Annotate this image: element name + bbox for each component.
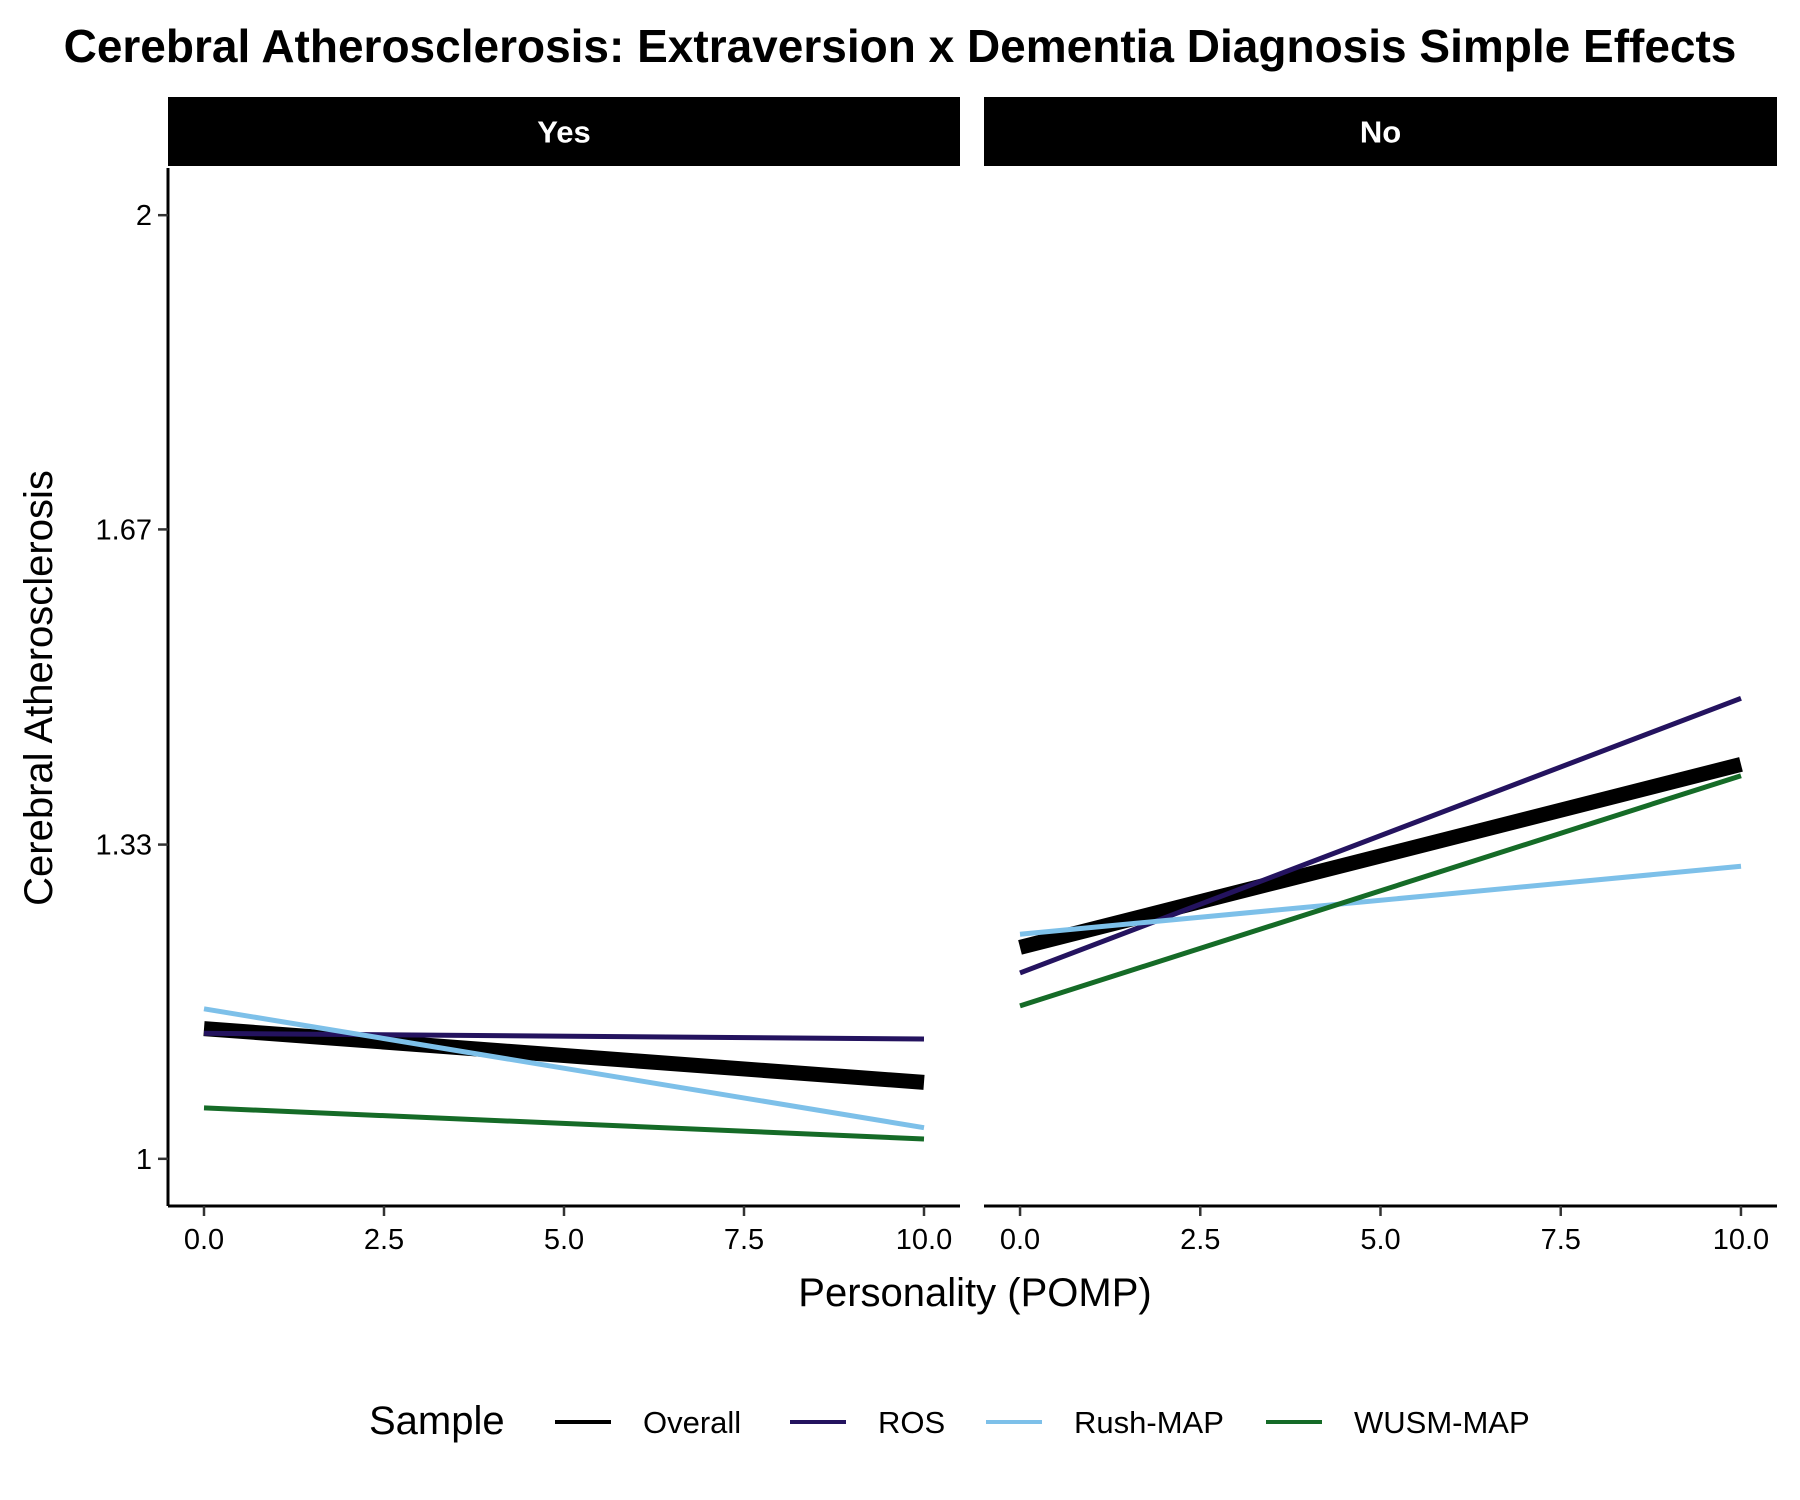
legend: Sample Overall ROS Rush-MAP WUSM-MAP (369, 1399, 1530, 1443)
panel-no: No 0.0 2.5 5.0 7.5 10.0 (984, 97, 1777, 1256)
legend-label-ros: ROS (878, 1405, 945, 1440)
legend-item-wusm-map: WUSM-MAP (1266, 1405, 1530, 1440)
strip-label: Yes (537, 115, 590, 150)
series-line-ros-no (1019, 695, 1742, 976)
x-tick-label: 7.5 (1541, 1224, 1581, 1256)
x-tick-label: 5.0 (1360, 1224, 1400, 1256)
y-tick-label: 1 (136, 1144, 152, 1176)
y-axis-title: Cerebral Atherosclerosis (17, 470, 61, 906)
x-axis-title: Personality (POMP) (798, 1271, 1151, 1315)
x-tick-label: 10.0 (896, 1224, 952, 1256)
series-line-overall-no (1018, 757, 1743, 955)
legend-label-rush-map: Rush-MAP (1074, 1405, 1224, 1440)
x-tick-label: 5.0 (544, 1224, 584, 1256)
series-line-rush-map-no (1019, 863, 1742, 937)
chart-title: Cerebral Atherosclerosis: Extraversion x… (64, 20, 1737, 72)
panel-yes: Yes 0.0 2.5 5.0 7.5 10.0 1 1.33 1.67 2 (96, 97, 960, 1256)
facet-panels: Yes 0.0 2.5 5.0 7.5 10.0 1 1.33 1.67 2 No 0.0 2.5 5.0… (96, 97, 1777, 1256)
x-tick-label: 2.5 (364, 1224, 404, 1256)
series-line-wusm-map-no (1019, 773, 1742, 1009)
y-tick-label: 1.33 (96, 830, 152, 862)
strip-yes (168, 97, 960, 166)
x-tick-label: 0.0 (1000, 1224, 1040, 1256)
x-tick-label: 10.0 (1713, 1224, 1769, 1256)
legend-item-rush-map: Rush-MAP (986, 1405, 1224, 1440)
legend-label-overall: Overall (643, 1405, 741, 1440)
legend-title: Sample (369, 1399, 505, 1443)
legend-item-overall: Overall (555, 1405, 741, 1440)
series-line-overall-yes (203, 1021, 925, 1090)
x-tick-label: 7.5 (724, 1224, 764, 1256)
strip-label: No (1360, 115, 1401, 150)
legend-items: Overall ROS Rush-MAP WUSM-MAP (555, 1405, 1530, 1440)
y-tick-label: 1.67 (96, 514, 152, 546)
x-tick-label: 2.5 (1180, 1224, 1220, 1256)
legend-item-ros: ROS (790, 1405, 945, 1440)
series-line-ros-yes (203, 1030, 925, 1042)
strip-no (984, 97, 1777, 166)
x-tick-label: 0.0 (184, 1224, 224, 1256)
series-line-rush-map-yes (203, 1006, 925, 1131)
series-line-wusm-map-yes (203, 1105, 925, 1142)
y-tick-label: 2 (136, 200, 152, 232)
legend-label-wusm-map: WUSM-MAP (1354, 1405, 1530, 1440)
